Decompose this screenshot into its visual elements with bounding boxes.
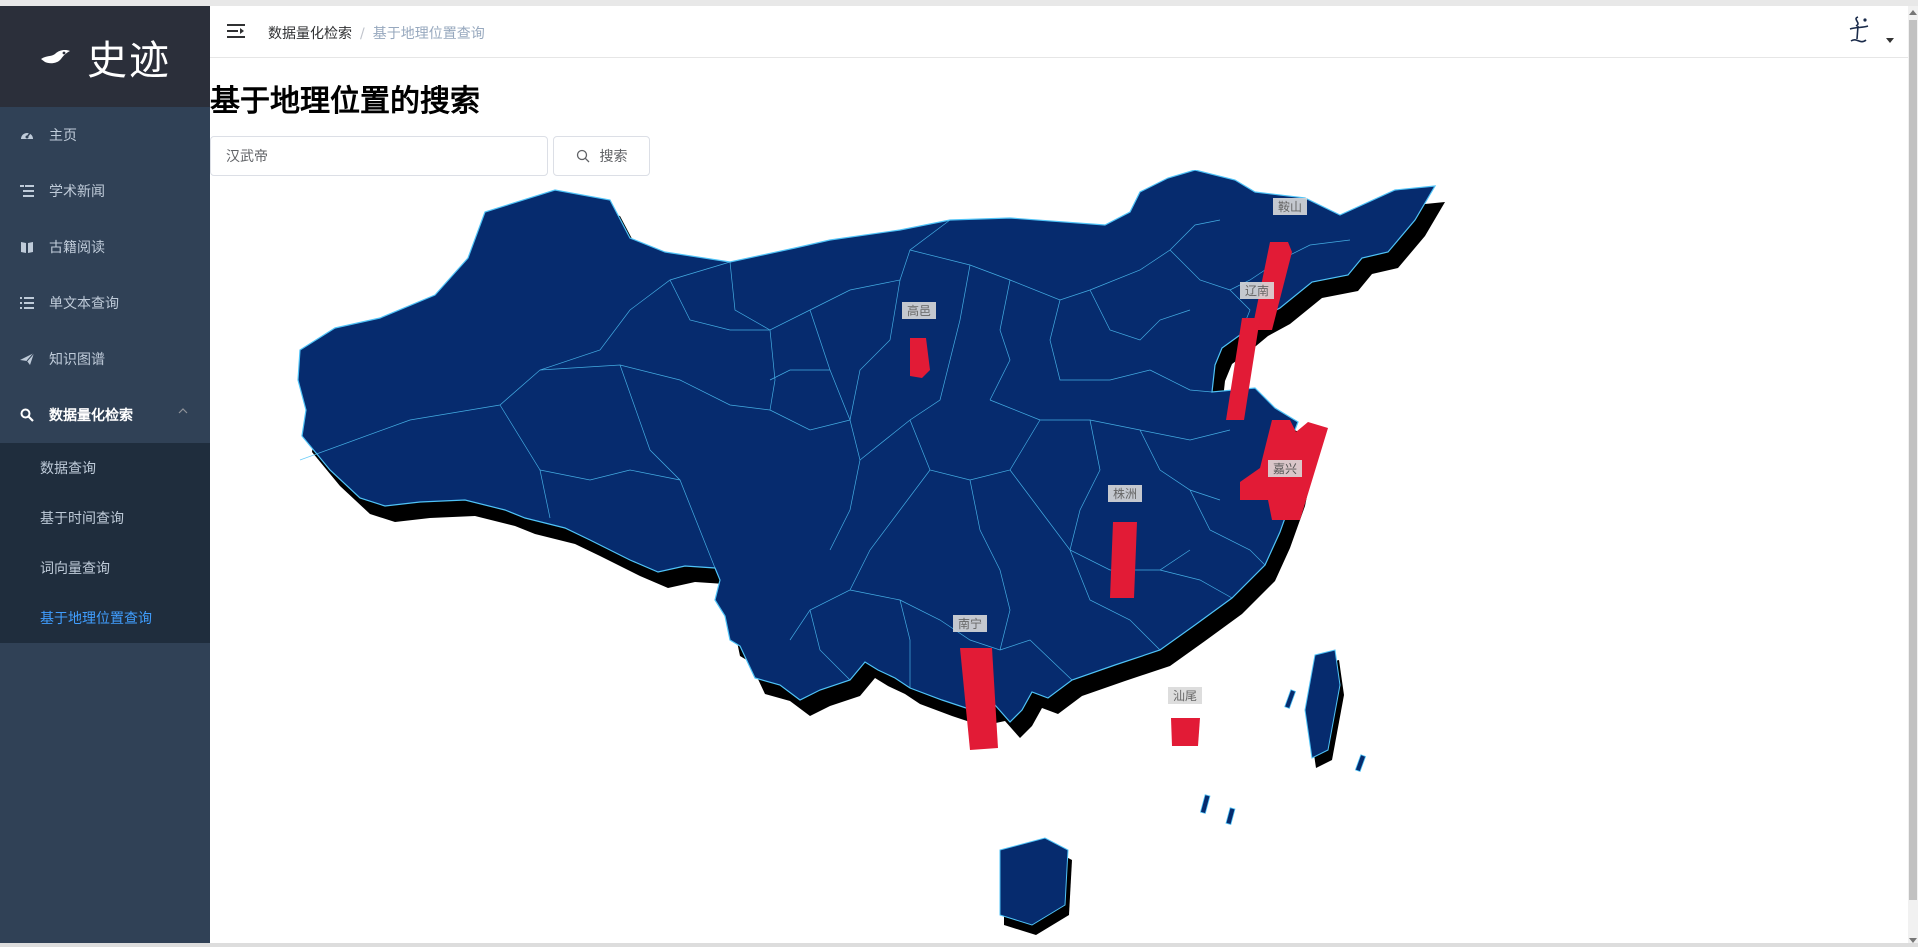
chevron-up-icon: [178, 408, 188, 414]
sidebar-subitem-geo-query[interactable]: 基于地理位置查询: [0, 593, 210, 643]
scrollbar-thumb[interactable]: [1909, 20, 1917, 900]
book-icon: [20, 240, 34, 254]
sidebar-item-home[interactable]: 主页: [0, 107, 210, 163]
sidebar-subitem-label: 词向量查询: [40, 561, 110, 577]
list-tree-icon: [20, 184, 34, 198]
sidebar-subitem-label: 数据查询: [40, 461, 96, 477]
china-3d-map[interactable]: 鞍山 辽南 高邑 嘉兴 株洲 南宁 汕尾: [210, 170, 1450, 940]
map-province-borders: [299, 219, 1351, 688]
sidebar-item-label: 数据量化检索: [49, 408, 133, 424]
map-label-zhuzhou: 株洲: [1113, 486, 1137, 501]
data-bar-nanning: [960, 648, 998, 750]
bird-logo-icon: [41, 49, 70, 63]
map-landmass: [297, 170, 1437, 723]
map-label-shanwei: 汕尾: [1173, 689, 1197, 703]
search-button-label: 搜索: [599, 149, 628, 165]
search-input[interactable]: [210, 136, 548, 176]
page-title: 基于地理位置的搜索: [210, 84, 480, 119]
map-label-nanning: 南宁: [958, 616, 982, 631]
sidebar-item-knowledge-graph[interactable]: 知识图谱: [0, 331, 210, 387]
list-icon: [20, 296, 34, 310]
sidebar-item-single-text[interactable]: 单文本查询: [0, 275, 210, 331]
sidebar-subitem-time-query[interactable]: 基于时间查询: [0, 493, 210, 543]
sidebar-item-label: 知识图谱: [49, 352, 105, 368]
search-icon: [576, 149, 589, 163]
search-button[interactable]: 搜索: [553, 136, 650, 176]
sidebar-item-quantitative-search[interactable]: 数据量化检索: [0, 387, 210, 443]
page-scrollbar[interactable]: [1908, 6, 1918, 947]
paper-plane-icon: [20, 352, 34, 366]
submenu-quantitative-search: 数据查询 基于时间查询 词向量查询 基于地理位置查询: [0, 443, 210, 643]
sidebar-item-label: 单文本查询: [49, 296, 119, 312]
map-label-bg: [953, 615, 987, 632]
sidebar-item-news[interactable]: 学术新闻: [0, 163, 210, 219]
sidebar-subitem-label: 基于时间查询: [40, 511, 124, 527]
map-label-bg: [1108, 485, 1142, 502]
sidebar-subitem-data-query[interactable]: 数据查询: [0, 443, 210, 493]
sidebar-item-label: 古籍阅读: [49, 240, 105, 256]
search-icon: [20, 408, 34, 422]
avatar[interactable]: [1838, 11, 1878, 51]
sidebar-subitem-word-vector-query[interactable]: 词向量查询: [0, 543, 210, 593]
map-label-gaoyi: 高邑: [907, 303, 931, 318]
scroll-up-icon[interactable]: [1909, 10, 1917, 15]
user-menu-caret-icon[interactable]: [1886, 38, 1894, 43]
sidebar-subitem-label: 基于地理位置查询: [40, 611, 152, 627]
top-navbar: 数据量化检索 / 基于地理位置查询: [210, 6, 1908, 58]
map-labels: 鞍山 辽南 高邑 嘉兴 株洲 南宁 汕尾: [902, 198, 1307, 704]
breadcrumb-parent[interactable]: 数据量化检索: [268, 26, 352, 42]
data-bar-zhuzhou: [1110, 522, 1137, 598]
dashboard-icon: [20, 128, 34, 142]
map-small-island: [1225, 807, 1236, 825]
app-logo[interactable]: 史迹: [0, 6, 210, 107]
data-bar-liaonan: [1226, 318, 1260, 420]
map-taiwan: [1304, 649, 1341, 759]
sidebar-item-reading[interactable]: 古籍阅读: [0, 219, 210, 275]
map-label-liaonan: 辽南: [1245, 283, 1269, 298]
breadcrumb-separator: /: [360, 26, 365, 42]
window-bottom-border: [0, 943, 1918, 947]
breadcrumb: 数据量化检索 / 基于地理位置查询: [268, 23, 485, 43]
map-small-island: [1354, 754, 1367, 773]
scroll-down-icon[interactable]: [1909, 938, 1917, 943]
hamburger-icon[interactable]: [227, 23, 245, 39]
data-bar-gaoyi: [910, 338, 930, 378]
window-top-border: [0, 0, 1918, 6]
map-label-bg: [1273, 198, 1307, 215]
map-label-anshan: 鞍山: [1278, 199, 1302, 214]
map-small-island: [1199, 794, 1211, 814]
sidebar: 史迹 主页 学术新闻 古籍阅读 单文本查询 知识图谱 数据量化检索: [0, 6, 210, 947]
breadcrumb-current: 基于地理位置查询: [372, 26, 485, 42]
map-label-bg: [1240, 282, 1274, 299]
map-label-jiaxing: 嘉兴: [1273, 462, 1297, 476]
data-bar-shanwei: [1171, 718, 1200, 746]
sidebar-item-label: 学术新闻: [49, 184, 105, 200]
map-hainan: [999, 837, 1069, 926]
app-name: 史迹: [87, 37, 171, 84]
map-label-bg: [902, 302, 936, 319]
map-label-bg: [1268, 460, 1302, 477]
sidebar-item-label: 主页: [49, 128, 77, 144]
map-small-island: [1284, 689, 1297, 709]
map-label-bg: [1168, 687, 1202, 704]
